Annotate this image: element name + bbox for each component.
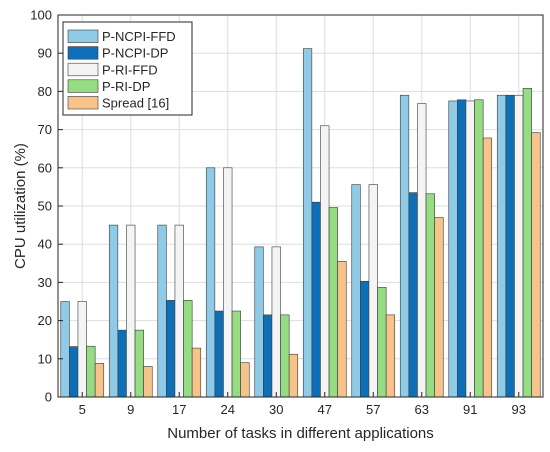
bar xyxy=(522,88,532,398)
legend-swatch xyxy=(67,79,99,93)
bar xyxy=(254,246,264,398)
bar xyxy=(434,217,444,398)
bar xyxy=(223,167,233,398)
x-tick-label: 24 xyxy=(221,402,235,417)
bar xyxy=(288,353,299,398)
x-tick-label: 30 xyxy=(269,402,283,417)
x-tick-label: 47 xyxy=(318,402,332,417)
bar xyxy=(263,314,273,398)
bar xyxy=(280,314,290,398)
y-tick-label: 50 xyxy=(38,199,52,214)
bar xyxy=(60,301,70,398)
bar xyxy=(174,224,184,398)
x-tick-label: 5 xyxy=(79,402,86,417)
bar xyxy=(337,261,347,398)
x-axis-title: Number of tasks in different application… xyxy=(167,425,434,442)
bar xyxy=(183,300,193,398)
legend-label: P-RI-DP xyxy=(102,79,150,94)
bar xyxy=(465,100,475,398)
bar xyxy=(108,224,119,398)
bar xyxy=(417,103,427,398)
bar xyxy=(231,310,241,398)
bar xyxy=(117,329,127,398)
x-tick-label: 93 xyxy=(512,402,526,417)
bar xyxy=(214,310,224,398)
bar xyxy=(240,362,250,398)
y-tick-label: 80 xyxy=(38,84,52,99)
bar xyxy=(94,363,105,398)
y-tick-label: 90 xyxy=(38,46,52,61)
bar xyxy=(311,201,321,398)
bar xyxy=(271,246,281,398)
y-tick-label: 60 xyxy=(38,160,52,175)
bar xyxy=(496,94,507,398)
x-tick-label: 17 xyxy=(172,402,186,417)
bar xyxy=(126,224,136,398)
bar xyxy=(69,346,79,398)
bar xyxy=(320,125,330,398)
x-tick-label: 9 xyxy=(127,402,134,417)
legend-label: P-NCPI-FFD xyxy=(102,29,176,44)
legend-swatch xyxy=(67,62,99,77)
legend-swatch xyxy=(67,96,99,110)
y-axis-title: CPU utilization (%) xyxy=(12,143,29,269)
bar xyxy=(505,94,515,398)
y-tick-label: 10 xyxy=(38,351,52,366)
bar xyxy=(360,280,370,398)
bar xyxy=(166,300,176,398)
bar xyxy=(385,314,396,398)
legend-label: P-NCPI-DP xyxy=(102,46,168,61)
bar xyxy=(328,207,338,398)
bar xyxy=(351,184,361,398)
bar xyxy=(77,301,87,398)
x-tick-label: 91 xyxy=(463,402,477,417)
legend: P-NCPI-FFD P-NCPI-DPP-RI-FFD P-RI-DP Spread… xyxy=(62,21,193,116)
y-tick-label: 70 xyxy=(38,122,52,137)
ticks-layer: 0 10 20 30 40 50 60 70 80 90 100 5 9 17 24 30 47 57 63 91 93 xyxy=(30,8,526,418)
bar xyxy=(474,99,484,398)
x-tick-label: 57 xyxy=(366,402,380,417)
x-tick-label: 63 xyxy=(415,402,429,417)
legend-label: Spread [16] xyxy=(102,96,169,111)
y-tick-label: 20 xyxy=(38,313,52,328)
bar xyxy=(408,192,418,398)
bar xyxy=(448,100,458,398)
bar xyxy=(457,99,467,398)
bar xyxy=(377,287,387,398)
bar xyxy=(143,366,153,398)
bar xyxy=(205,167,216,398)
y-tick-label: 0 xyxy=(45,390,52,405)
y-tick-label: 30 xyxy=(38,275,52,290)
bar xyxy=(399,94,410,398)
y-tick-label: 100 xyxy=(30,8,52,23)
legend-swatch xyxy=(67,46,99,60)
bar xyxy=(368,184,378,398)
bar xyxy=(482,137,493,398)
y-tick-label: 40 xyxy=(38,237,52,252)
bar xyxy=(157,224,167,398)
bar xyxy=(134,329,144,398)
bars-layer xyxy=(60,48,541,398)
bar xyxy=(425,193,435,398)
bar xyxy=(302,48,313,398)
bar xyxy=(531,132,541,398)
legend-swatch xyxy=(67,29,99,43)
bar xyxy=(86,345,96,398)
legend-label: P-RI-FFD xyxy=(102,62,158,77)
bar xyxy=(191,347,202,398)
bar xyxy=(514,94,524,398)
